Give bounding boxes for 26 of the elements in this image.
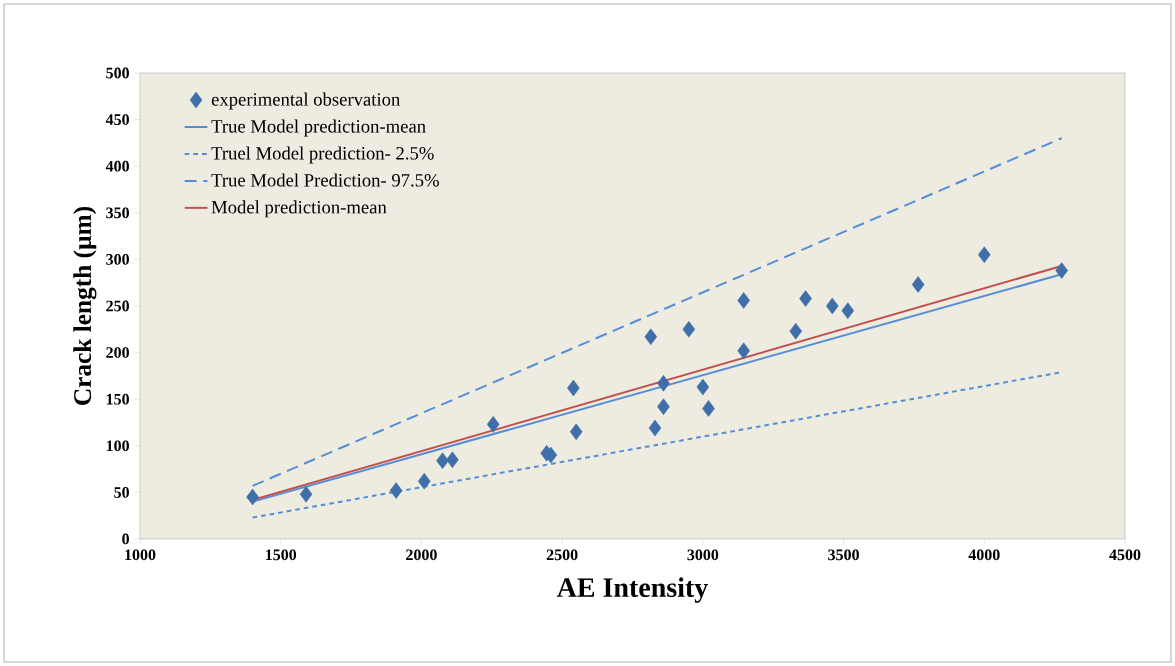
y-tick-label: 100 [106, 440, 129, 452]
y-tick-label: 450 [105, 114, 129, 125]
legend-label: Truel Model prediction- 2.5% [211, 146, 434, 164]
y-tick-label: 50 [114, 486, 129, 498]
y-tick-label: 500 [106, 67, 129, 79]
y-tick-label: 150 [106, 393, 129, 405]
y-tick-label: 300 [106, 253, 129, 265]
legend-label: Model prediction-mean [211, 200, 387, 218]
legend-label: True Model prediction-mean [211, 119, 426, 137]
x-tick-label: 3500 [828, 549, 859, 561]
x-tick-label: 1000 [125, 549, 156, 561]
legend-label: True Model Prediction- 97.5% [211, 173, 439, 187]
y-tick-label: 350 [106, 207, 129, 219]
x-tick-label: 1500 [266, 549, 297, 561]
y-axis-title: Crack length (µm) [73, 206, 97, 405]
legend-label: experimental observation [211, 92, 401, 110]
x-axis-title: AE Intensity [556, 577, 709, 603]
x-tick-label: 4000 [968, 549, 1000, 561]
y-tick-label: 200 [106, 347, 129, 358]
x-tick-label: 2000 [406, 549, 437, 561]
y-tick-label: 0 [122, 533, 129, 545]
y-tick-label: 400 [105, 160, 129, 172]
x-tick-label: 4500 [1109, 549, 1141, 561]
x-tick-label: 3000 [687, 549, 719, 561]
y-tick-label: 250 [106, 300, 129, 312]
x-tick-label: 2500 [546, 549, 578, 561]
